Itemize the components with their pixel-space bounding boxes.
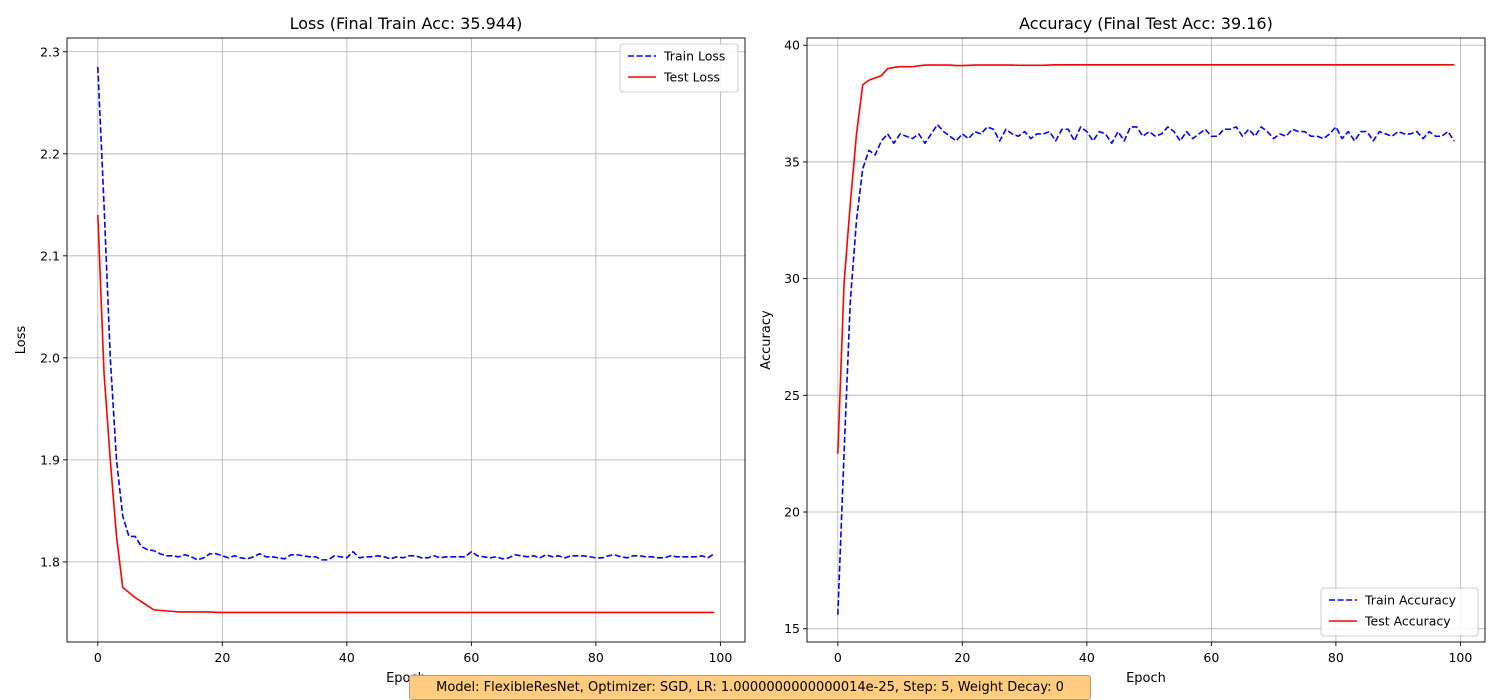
x-tick-label: 0 [94, 650, 102, 665]
y-tick-label: 35 [784, 154, 800, 169]
x-tick-label: 40 [339, 650, 355, 665]
x-tick-label: 100 [1448, 650, 1472, 665]
x-tick-label: 80 [588, 650, 604, 665]
y-tick-label: 1.9 [40, 452, 60, 467]
chart-title: Loss (Final Train Acc: 35.944) [290, 14, 523, 33]
y-tick-label: 15 [784, 621, 800, 636]
series-line-test-loss [97, 214, 715, 614]
y-tick-label: 20 [784, 505, 800, 520]
y-tick-label: 2.2 [40, 146, 60, 161]
x-tick-label: 60 [1203, 650, 1219, 665]
caption-box: Model: FlexibleResNet, Optimizer: SGD, L… [409, 675, 1091, 700]
chart-1: 0 20 40 60 80 100 15 20 25 30 35 40 Accuracy (Final … [759, 14, 1486, 686]
x-tick-label: 60 [463, 650, 479, 665]
x-tick-label: 20 [214, 650, 230, 665]
legend: Train Loss Test Loss [619, 43, 739, 93]
series-line-train-accuracy [837, 123, 1455, 615]
y-axis-label: Accuracy [759, 310, 774, 370]
plot-frame [66, 37, 746, 643]
x-tick-label: 20 [954, 650, 970, 665]
x-tick-label: 0 [834, 650, 842, 665]
chart-title: Accuracy (Final Test Acc: 39.16) [1019, 14, 1273, 33]
legend-label: Train Loss [663, 49, 725, 64]
x-tick-label: 40 [1079, 650, 1095, 665]
x-axis-label: Epoch [1126, 671, 1166, 686]
y-tick-label: 2.3 [40, 44, 60, 59]
series-line-test-accuracy [837, 64, 1455, 454]
x-tick-label: 80 [1328, 650, 1344, 665]
y-tick-label: 2.1 [40, 248, 60, 263]
legend-label: Test Loss [663, 70, 720, 85]
legend-label: Test Accuracy [1364, 614, 1451, 629]
legend-box [1320, 587, 1479, 637]
x-tick-label: 100 [708, 650, 732, 665]
legend: Train Accuracy Test Accuracy [1320, 587, 1479, 637]
y-tick-label: 2.0 [40, 350, 60, 365]
series-line-train-loss [97, 67, 715, 561]
y-tick-label: 1.8 [40, 554, 60, 569]
y-tick-label: 40 [784, 38, 800, 53]
legend-label: Train Accuracy [1364, 593, 1457, 608]
y-tick-label: 25 [784, 388, 800, 403]
y-axis-label: Loss [14, 326, 29, 355]
y-tick-label: 30 [784, 271, 800, 286]
plot-frame [806, 37, 1486, 643]
chart-0: 0 20 40 60 80 100 1.8 1.9 2.0 2.1 2.2 2.3 Loss (Fina… [14, 14, 746, 686]
